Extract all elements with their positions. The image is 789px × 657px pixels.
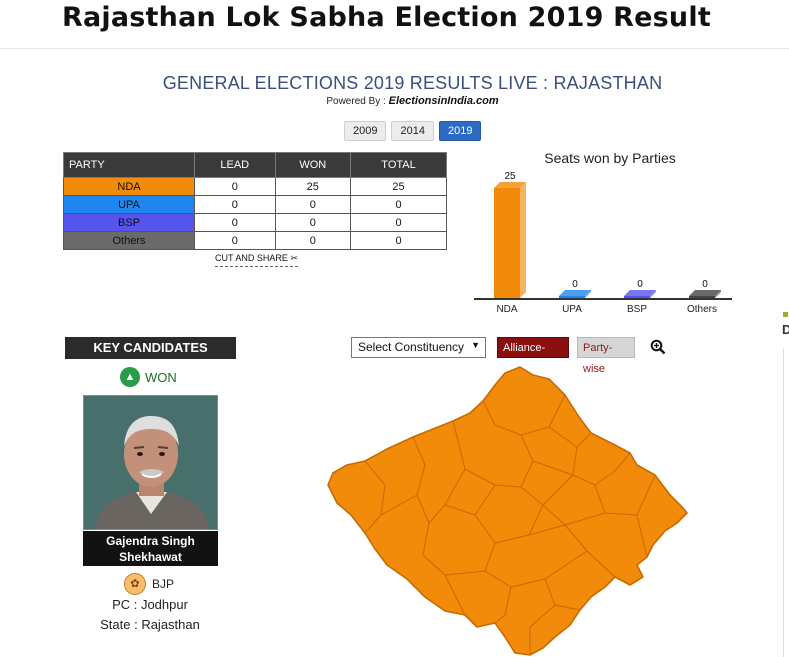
table-cell-party: NDA xyxy=(63,177,195,196)
table-cell-lead: 0 xyxy=(194,177,276,196)
map-district-line xyxy=(529,604,556,655)
map-district-line xyxy=(380,494,418,516)
map-district-line xyxy=(494,586,512,624)
results-header-row: PARTY LEAD WON TOTAL xyxy=(63,152,447,178)
map-district-line xyxy=(528,524,616,578)
rajasthan-map[interactable] xyxy=(325,365,690,657)
table-cell-party: Others xyxy=(63,231,195,250)
right-panel-heading: D xyxy=(782,322,789,337)
chevron-down-icon: ▼ xyxy=(471,340,480,350)
map-district-line xyxy=(452,400,534,488)
bar-side-bsp xyxy=(650,290,656,298)
bar-side-upa xyxy=(585,290,591,298)
right-panel-marker xyxy=(783,312,788,317)
cut-and-share-link[interactable]: CUT AND SHARE ✂ xyxy=(215,253,298,267)
powered-by: Powered By : ElectionsinIndia.com xyxy=(0,95,789,107)
table-cell-won: 0 xyxy=(274,231,352,250)
bar-nda[interactable] xyxy=(494,188,520,298)
candidate-photo[interactable] xyxy=(83,395,218,530)
scissors-icon: ✂ xyxy=(290,253,298,263)
candidate-state: State : Rajasthan xyxy=(100,617,200,632)
table-cell-lead: 0 xyxy=(194,195,276,214)
col-total: TOTAL xyxy=(350,152,447,178)
bar-side-nda xyxy=(520,182,526,298)
results-table: PARTY LEAD WON TOTAL NDA 0 25 25 UPA 0 0 0 BSP 0 0… xyxy=(63,152,447,250)
table-row: UPA 0 0 0 xyxy=(63,195,447,214)
bar-category-label: BSP xyxy=(627,304,647,315)
bar-category-label: UPA xyxy=(562,304,582,315)
map-district-line xyxy=(532,460,574,476)
table-cell-lead: 0 xyxy=(194,231,276,250)
bar-value-label: 0 xyxy=(572,279,578,290)
candidate-constituency: PC : Jodhpur xyxy=(112,597,188,612)
map-district-line xyxy=(636,514,648,558)
party-wise-button[interactable]: Party-wise xyxy=(577,337,635,375)
constituency-select[interactable]: Select Constituency ▼ xyxy=(351,337,486,358)
bar-top-upa xyxy=(559,290,591,296)
results-subtitle: GENERAL ELECTIONS 2019 RESULTS LIVE : RA… xyxy=(162,73,663,93)
map-district-line xyxy=(484,550,588,588)
year-tab-2009[interactable]: 2009 xyxy=(344,121,387,141)
page-title: Rajasthan Lok Sabha Election 2019 Result xyxy=(62,2,711,33)
chevron-up-icon: ▲ xyxy=(120,367,140,387)
bar-top-others xyxy=(689,290,721,296)
powered-by-brand[interactable]: ElectionsinIndia.com xyxy=(388,95,499,107)
table-cell-lead: 0 xyxy=(194,213,276,232)
candidate-party: ✿ BJP xyxy=(124,573,174,595)
table-cell-total: 0 xyxy=(350,195,447,214)
zoom-in-icon[interactable] xyxy=(650,339,666,355)
table-cell-total: 0 xyxy=(350,213,447,232)
map-district-line xyxy=(594,474,656,516)
right-panel-border xyxy=(783,348,789,657)
map-district-line xyxy=(364,460,386,534)
table-cell-total: 25 xyxy=(350,177,447,196)
candidate-name: Gajendra Singh Shekhawat xyxy=(83,531,218,566)
bar-value-label: 0 xyxy=(637,279,643,290)
table-cell-won: 25 xyxy=(274,177,352,196)
win-status: ▲ WON xyxy=(120,367,177,387)
col-won: WON xyxy=(274,152,352,178)
table-cell-party: UPA xyxy=(63,195,195,214)
map-outline[interactable] xyxy=(327,366,688,656)
bar-upa[interactable] xyxy=(559,296,585,298)
bar-category-label: Others xyxy=(687,304,717,315)
bar-side-others xyxy=(715,290,721,298)
year-tab-2014[interactable]: 2014 xyxy=(391,121,434,141)
chart-title: Seats won by Parties xyxy=(544,150,676,166)
bar-category-label: NDA xyxy=(496,304,517,315)
bar-value-label: 0 xyxy=(702,279,708,290)
title-divider xyxy=(0,48,789,49)
seats-bar-chart: 25 NDA 0 UPA 0 BSP 0 Others xyxy=(474,171,732,315)
candidate-portrait xyxy=(84,396,217,529)
col-party: PARTY xyxy=(63,152,195,178)
table-row: BSP 0 0 0 xyxy=(63,213,447,232)
win-status-label: WON xyxy=(145,369,177,385)
alliance-wise-button[interactable]: Alliance-wise xyxy=(497,337,569,375)
powered-by-label: Powered By : xyxy=(326,96,386,107)
bar-top-bsp xyxy=(624,290,656,296)
lotus-icon: ✿ xyxy=(124,573,146,595)
map-district-line xyxy=(474,504,544,544)
bar-others[interactable] xyxy=(689,296,715,298)
bar-top-nda xyxy=(494,182,526,188)
bar-bsp[interactable] xyxy=(624,296,650,298)
col-lead: LEAD xyxy=(194,152,276,178)
year-tab-2019[interactable]: 2019 xyxy=(438,121,482,141)
table-cell-won: 0 xyxy=(274,195,352,214)
table-row: Others 0 0 0 xyxy=(63,231,447,250)
table-row: NDA 0 25 25 xyxy=(63,177,447,196)
year-tabs: 2009 2014 2019 xyxy=(344,121,482,141)
table-cell-party: BSP xyxy=(63,213,195,232)
bar-value-label: 25 xyxy=(504,171,516,182)
candidate-party-label: BJP xyxy=(152,577,175,591)
table-cell-total: 0 xyxy=(350,231,447,250)
key-candidates-heading: KEY CANDIDATES xyxy=(65,337,236,359)
table-cell-won: 0 xyxy=(274,213,352,232)
